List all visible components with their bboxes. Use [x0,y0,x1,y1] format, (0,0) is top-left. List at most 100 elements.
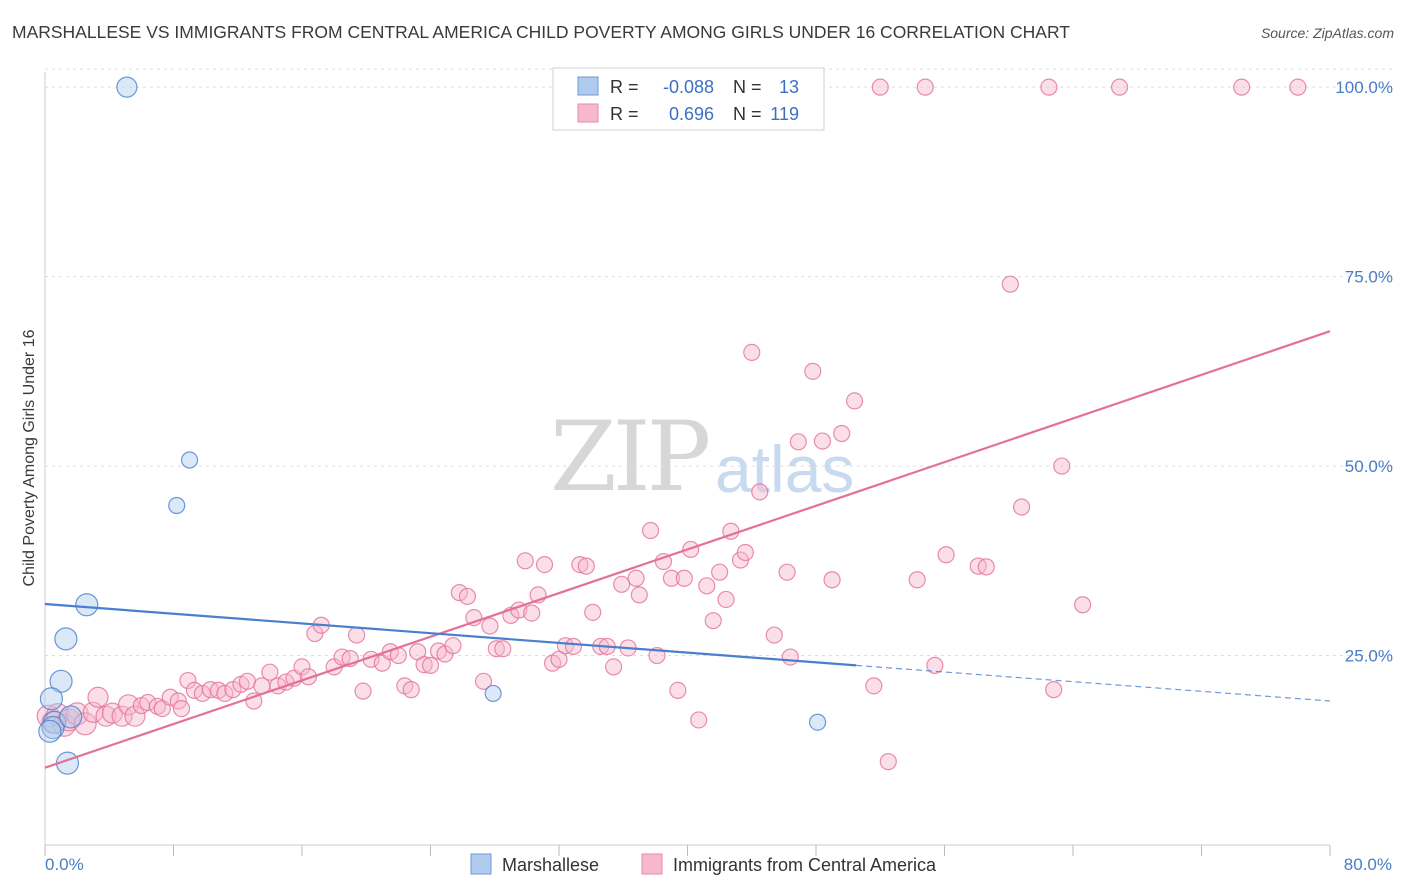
chart-title: MARSHALLESE VS IMMIGRANTS FROM CENTRAL A… [12,22,1070,42]
legend-n-label-immigrants: N = [733,104,762,124]
immigrants-point [743,343,761,362]
immigrants-point [523,604,541,622]
legend-n-value-marshallese: 13 [779,77,799,97]
immigrants-point [789,433,807,451]
immigrants-point [450,584,469,602]
immigrants-point [87,686,109,708]
bottom-legend-label-marshallese: Marshallese [502,855,599,875]
immigrants-point [1012,498,1031,516]
y-tick-label: 25.0% [1345,647,1393,666]
immigrants-point [736,543,754,562]
immigrants-point [1074,596,1092,614]
trend-lines [44,330,1331,769]
legend-r-value-immigrants: 0.696 [669,104,714,124]
immigrants-point [487,640,505,658]
marshallese-point [180,451,199,469]
bottom-legend-swatch-marshallese [470,853,492,875]
immigrants-point [571,555,589,574]
marshallese-point [39,687,64,711]
immigrants-point [444,637,462,655]
immigrants-point [216,684,234,703]
legend-n-label-marshallese: N = [733,77,762,97]
y-tick-labels: 25.0% 50.0% 75.0% 100.0% [1335,78,1393,665]
legend-box: R = -0.088 N = 13 R = 0.696 N = 119 [552,67,825,131]
immigrants-point [117,694,140,716]
y-tick-label: 75.0% [1345,268,1393,287]
immigrants-point [139,693,157,712]
marshallese-point [484,684,502,703]
immigrants-point [415,656,433,674]
legend-swatch-marshallese [577,76,599,96]
immigrants-point [535,555,554,574]
immigrants-point [778,563,796,581]
immigrants-point [916,78,934,96]
immigrants-point [261,663,279,681]
immigrants-point [627,569,645,587]
immigrants-point [717,590,735,609]
immigrants-point [577,557,595,575]
immigrants-point [833,424,851,443]
series-marshallese-points [38,76,827,775]
immigrants-point [348,626,366,644]
immigrants-point [494,640,512,658]
immigrants-point [238,672,256,690]
immigrants-point [630,586,648,604]
marshallese-trend-extension [856,664,1331,702]
marshallese-point [168,496,186,515]
immigrants-point [564,637,583,656]
bottom-legend: Marshallese Immigrants from Central Amer… [470,853,937,875]
immigrants-point [765,626,783,644]
marshallese-point [54,627,78,651]
legend-r-label-marshallese: R = [610,77,639,97]
immigrants-point [871,78,889,96]
marshallese-point [59,705,83,729]
x-tick-label-max: 80.0% [1344,855,1392,874]
immigrants-point [977,558,995,576]
immigrants-point [669,681,687,700]
immigrants-point [293,658,311,676]
series-immigrants-points [36,78,1307,771]
immigrants-point [1233,78,1251,96]
immigrants-point [161,688,179,706]
immigrants-point [402,681,420,699]
immigrants-point [908,571,926,589]
bottom-legend-label-immigrants: Immigrants from Central America [673,855,937,875]
x-tick-label-min: 0.0% [45,855,84,874]
immigrants-point [937,546,955,564]
immigrants-point [704,612,722,630]
immigrants-point [698,577,716,595]
immigrants-point [65,702,89,726]
immigrants-point [474,672,493,690]
immigrants-trend-line [44,330,1331,769]
immigrants-point [813,432,832,450]
legend-swatch-immigrants [577,103,599,123]
immigrants-point [458,587,477,606]
marshallese-point [809,713,827,731]
legend-n-value-immigrants: 119 [770,104,799,124]
immigrants-point [1053,457,1071,475]
chart-source: Source: ZipAtlas.com [1261,25,1394,41]
x-axis-ticks [44,845,1331,856]
immigrants-point [73,712,97,736]
immigrants-point [1110,78,1129,96]
watermark-atlas: atlas [715,432,854,506]
immigrants-point [193,684,212,703]
marshallese-point [116,76,138,98]
immigrants-point [172,699,191,718]
legend-r-label-immigrants: R = [610,104,639,124]
immigrants-point [354,682,372,700]
immigrants-point [516,552,534,570]
immigrants-point [845,392,864,410]
immigrants-point [481,617,499,635]
legend-r-value-marshallese: -0.088 [663,77,714,97]
immigrants-point [804,362,822,380]
immigrants-point [1001,275,1019,293]
immigrants-point [111,705,133,727]
immigrants-point [641,521,660,540]
watermark: ZIP atlas [550,401,854,513]
marshallese-trend-line [44,602,857,667]
watermark-zip: ZIP [550,401,709,513]
bottom-legend-swatch-immigrants [641,853,663,875]
immigrants-point [421,656,440,674]
